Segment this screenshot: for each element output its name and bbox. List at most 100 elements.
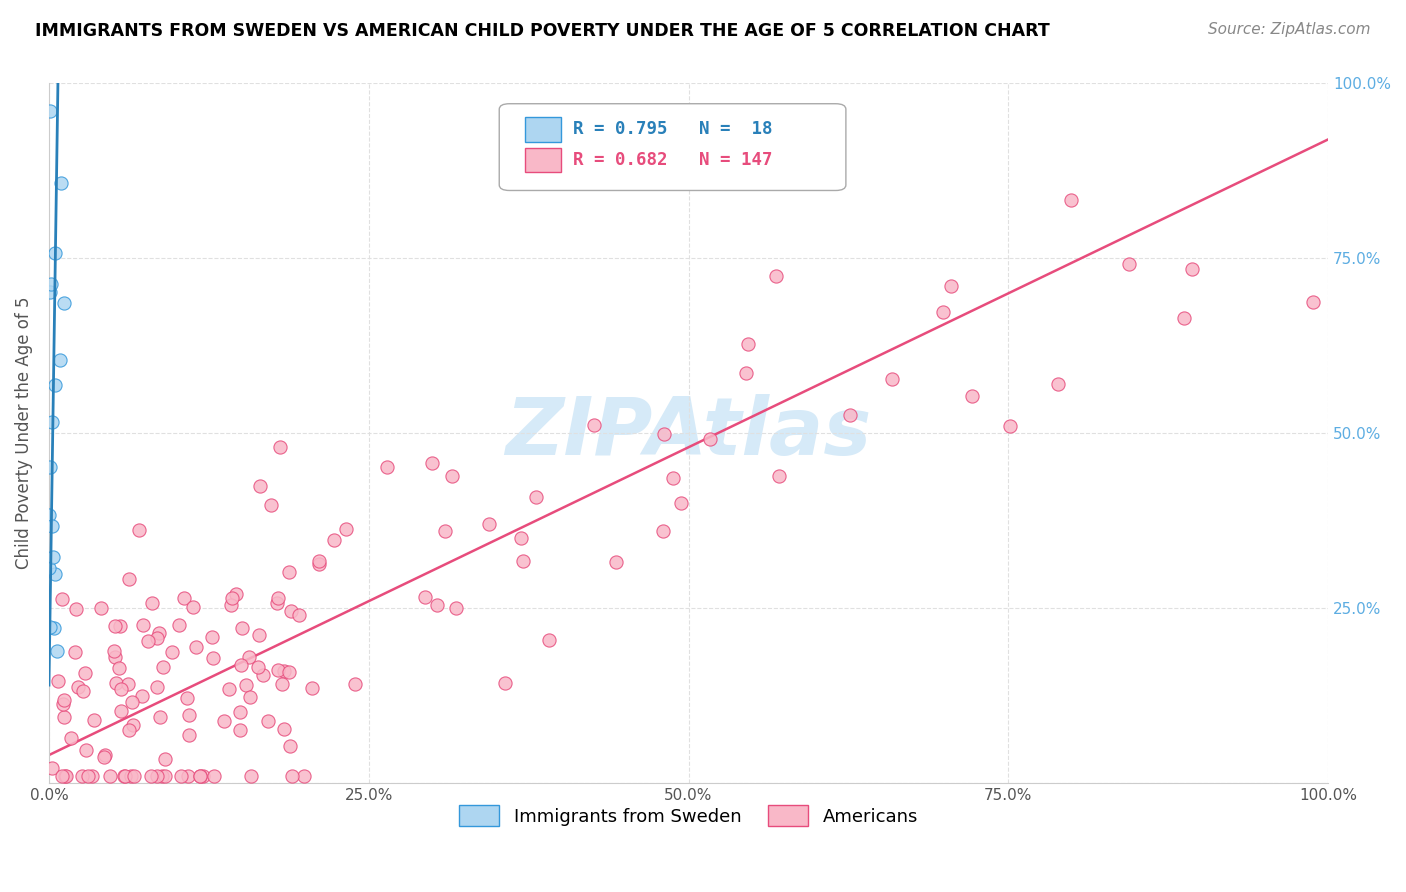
Point <box>737 336 759 351</box>
Point <box>932 304 955 318</box>
Point <box>121 718 143 732</box>
FancyBboxPatch shape <box>499 103 846 191</box>
Point <box>288 608 311 623</box>
Point <box>201 630 224 644</box>
Point <box>257 714 280 729</box>
Point <box>39 104 62 119</box>
Point <box>231 657 253 672</box>
Point <box>176 769 198 783</box>
Point <box>150 769 173 783</box>
Point <box>149 710 172 724</box>
Y-axis label: Child Poverty Under the Age of 5: Child Poverty Under the Age of 5 <box>15 297 32 569</box>
Point <box>512 554 534 568</box>
Point <box>181 599 204 614</box>
Point <box>141 596 163 610</box>
Point <box>93 750 115 764</box>
Point <box>38 561 60 575</box>
Point <box>308 554 330 568</box>
Point <box>104 619 127 633</box>
Point <box>273 664 295 678</box>
Point <box>38 508 60 522</box>
Point <box>252 668 274 682</box>
Point <box>44 378 66 392</box>
Point <box>39 277 62 291</box>
Point <box>38 285 60 299</box>
Point <box>278 565 301 579</box>
Point <box>281 769 304 783</box>
Point <box>239 769 262 783</box>
Point <box>76 769 98 783</box>
Point <box>73 665 96 680</box>
Point <box>42 549 65 564</box>
Point <box>45 644 67 658</box>
Point <box>51 769 73 783</box>
Point <box>188 769 211 783</box>
Point <box>46 674 69 689</box>
Point <box>278 739 301 754</box>
Point <box>49 352 72 367</box>
Point <box>1046 377 1069 392</box>
Point <box>344 677 367 691</box>
Point <box>838 408 860 422</box>
Point <box>246 659 269 673</box>
Point <box>270 677 292 691</box>
Point <box>128 523 150 537</box>
Point <box>65 602 87 616</box>
Point <box>765 268 787 283</box>
Legend: Immigrants from Sweden, Americans: Immigrants from Sweden, Americans <box>453 798 925 833</box>
Point <box>494 676 516 690</box>
Point <box>141 769 163 783</box>
Point <box>231 620 253 634</box>
Point <box>526 490 548 504</box>
Point <box>202 769 225 783</box>
Point <box>39 460 62 475</box>
Point <box>734 367 756 381</box>
Point <box>278 665 301 680</box>
Text: R = 0.795   N =  18: R = 0.795 N = 18 <box>574 120 773 138</box>
Point <box>273 722 295 736</box>
Point <box>1302 295 1324 310</box>
Point <box>239 690 262 704</box>
Point <box>131 689 153 703</box>
Point <box>53 769 76 783</box>
Point <box>219 598 242 612</box>
Point <box>108 661 131 675</box>
Point <box>103 644 125 658</box>
Point <box>53 693 76 707</box>
Text: Source: ZipAtlas.com: Source: ZipAtlas.com <box>1208 22 1371 37</box>
Point <box>322 533 344 547</box>
Point <box>308 557 330 571</box>
Point <box>122 769 145 783</box>
Point <box>478 516 501 531</box>
Point <box>70 769 93 783</box>
Point <box>41 415 63 429</box>
Point <box>1060 193 1083 207</box>
Point <box>72 683 94 698</box>
Point <box>652 524 675 539</box>
Point <box>225 587 247 601</box>
Point <box>229 723 252 738</box>
Point <box>960 389 983 403</box>
Point <box>90 601 112 615</box>
Point <box>152 660 174 674</box>
Point <box>146 631 169 645</box>
Point <box>202 651 225 665</box>
Point <box>42 621 65 635</box>
Point <box>41 519 63 533</box>
Point <box>52 697 75 711</box>
Point <box>53 296 76 310</box>
Point <box>44 566 66 581</box>
Point <box>444 600 467 615</box>
Point <box>118 572 141 586</box>
Point <box>218 681 240 696</box>
Point <box>120 769 142 783</box>
Point <box>266 596 288 610</box>
Point <box>83 713 105 727</box>
Point <box>75 743 97 757</box>
Point <box>537 633 560 648</box>
Point <box>170 769 193 783</box>
Point <box>121 695 143 709</box>
Point <box>939 278 962 293</box>
Point <box>1181 261 1204 276</box>
Point <box>51 591 73 606</box>
